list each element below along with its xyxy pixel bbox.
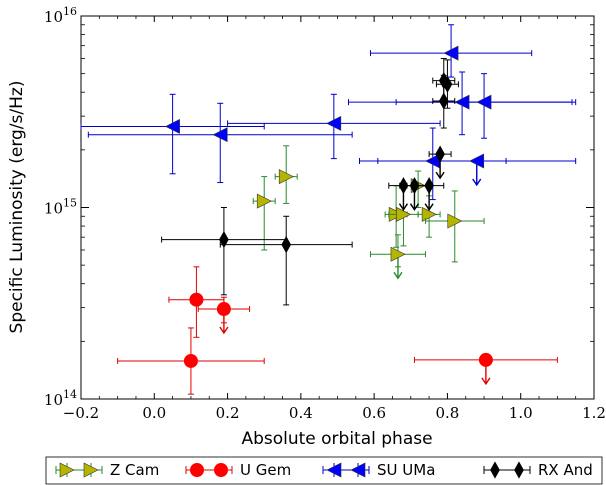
arrow-head — [393, 271, 403, 280]
data-point — [442, 75, 453, 93]
x-tick-label: 0.0 — [142, 404, 166, 422]
error-bar — [80, 93, 265, 175]
series-z-cam — [252, 145, 485, 280]
error-bar — [424, 190, 485, 263]
legend-marker — [190, 463, 204, 477]
legend-label: RX And — [538, 461, 593, 479]
legend-marker — [214, 463, 228, 477]
data-point — [326, 115, 342, 131]
data-point — [438, 92, 449, 110]
arrow-head — [409, 203, 420, 211]
series-su-uma — [80, 24, 577, 201]
data-point — [478, 352, 493, 367]
data-point — [435, 145, 445, 163]
error-bar — [252, 176, 276, 251]
legend-marker — [490, 461, 500, 479]
legend-marker — [326, 462, 342, 478]
x-axis-label: Absolute orbital phase — [241, 429, 432, 449]
legend-label: U Gem — [240, 461, 291, 479]
data-point — [476, 94, 492, 110]
plot-frame — [80, 15, 595, 400]
y-tick-label: 1014 — [44, 388, 77, 409]
data-point — [469, 153, 485, 169]
legend-marker — [83, 462, 99, 478]
error-bar — [219, 215, 353, 306]
data-point — [443, 45, 459, 61]
arrow-head — [481, 377, 491, 386]
upper-limit-arrow — [393, 254, 403, 280]
legend-item-rx-and: RX And — [483, 461, 593, 479]
x-tick-label: −0.2 — [63, 404, 99, 422]
data-point — [281, 236, 292, 254]
x-tick-label: 0.6 — [362, 404, 386, 422]
arrow-head — [219, 326, 229, 335]
legend-item-u-gem: U Gem — [185, 461, 291, 479]
arrow-head — [398, 203, 409, 211]
data-point — [189, 292, 204, 307]
x-tick-label: 0.8 — [435, 404, 459, 422]
upper-limit-arrow — [472, 160, 482, 187]
data-point — [212, 127, 228, 143]
y-tick-label: 1015 — [44, 197, 77, 218]
legend-label: Z Cam — [110, 461, 159, 479]
x-tick-label: 1.2 — [582, 404, 606, 422]
arrow-head — [424, 203, 434, 211]
data-point — [216, 302, 231, 317]
legend-marker — [59, 462, 75, 478]
legend-label: SU UMa — [377, 461, 435, 479]
y-tick-label: 1016 — [44, 5, 77, 26]
data-point — [390, 246, 406, 262]
error-bar — [161, 207, 287, 296]
data-point — [424, 177, 434, 195]
data-points — [80, 24, 577, 395]
legend-marker — [350, 462, 366, 478]
data-point — [447, 213, 463, 229]
data-point — [256, 193, 272, 209]
series-rx-and — [161, 57, 459, 306]
x-tick-label: 0.2 — [216, 404, 240, 422]
arrow-head — [435, 171, 445, 180]
data-point — [278, 169, 294, 185]
series-u-gem — [117, 266, 558, 395]
x-tick-label: 1.0 — [509, 404, 533, 422]
axis-ticks: −0.2 0.0 0.2 0.4 0.6 0.8 1.0 1.2 1014 1015 1016 — [44, 5, 606, 422]
legend-item-su-uma: SU UMa — [322, 461, 435, 479]
data-point — [164, 118, 180, 134]
arrow-head — [472, 178, 482, 187]
legend-marker — [514, 461, 524, 479]
data-point — [183, 353, 198, 368]
legend: Z Cam U Gem SU UMa RX And — [45, 456, 603, 485]
x-tick-label: 0.4 — [289, 404, 313, 422]
y-axis-label: Specific Luminosity (erg/s/Hz) — [7, 81, 27, 334]
data-point — [219, 230, 229, 249]
error-bar — [87, 102, 353, 184]
legend-item-z-cam: Z Cam — [55, 461, 159, 479]
